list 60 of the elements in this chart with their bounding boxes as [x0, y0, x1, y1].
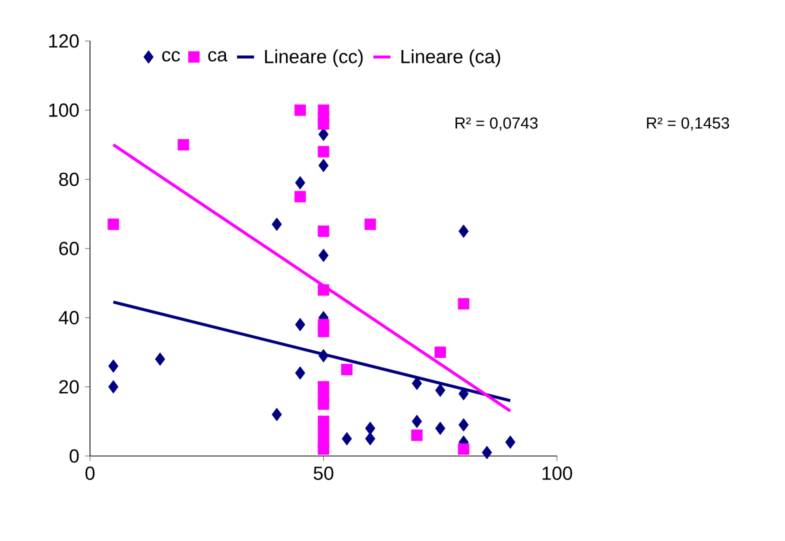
y-tick-label: 60 [59, 242, 79, 256]
point [434, 346, 446, 358]
legend-label: Lineare (cc) [265, 49, 363, 68]
point [412, 376, 422, 390]
point [318, 146, 330, 158]
point [364, 218, 376, 230]
point [458, 387, 469, 400]
point [318, 326, 330, 338]
point [108, 218, 120, 230]
point [294, 104, 306, 116]
point [341, 364, 353, 376]
y-tick-label: 20 [59, 380, 79, 394]
legend-label: ca [208, 51, 228, 62]
point [505, 435, 516, 449]
y-tick-label: 80 [59, 172, 79, 186]
point [435, 422, 446, 436]
point [458, 443, 470, 455]
x-tick-label: 0 [85, 466, 95, 480]
point [458, 224, 469, 238]
point [318, 158, 329, 172]
point [295, 318, 306, 332]
annotation: R² = 0,0743 [456, 117, 538, 131]
point [318, 248, 329, 262]
point [318, 381, 330, 393]
point [365, 432, 376, 446]
point [318, 348, 329, 362]
point [318, 118, 330, 130]
point [295, 176, 306, 190]
point [482, 446, 492, 460]
point [272, 218, 282, 231]
legend-label: Lineare (ca) [402, 49, 500, 68]
point [458, 418, 469, 432]
point [318, 443, 330, 455]
point [458, 298, 470, 310]
point [318, 226, 330, 237]
point [411, 430, 423, 441]
point [342, 432, 352, 446]
y-tick-label: 40 [58, 310, 79, 324]
point [108, 359, 118, 373]
point [318, 416, 330, 428]
point [108, 380, 118, 394]
y-tick-label: 120 [49, 34, 79, 48]
y-tick-label: 0 [70, 449, 79, 463]
point [318, 398, 330, 410]
point [272, 408, 282, 422]
legend-label: cc [162, 51, 180, 62]
x-tick-label: 50 [314, 466, 334, 480]
point [365, 422, 376, 436]
point [178, 139, 190, 150]
point [294, 190, 306, 202]
y-tick-label: 100 [49, 103, 79, 117]
point [318, 426, 330, 438]
point [412, 414, 422, 428]
point [318, 128, 329, 142]
point [154, 352, 166, 366]
point [435, 384, 446, 397]
text: R² = 0,1453 [647, 117, 730, 131]
point [295, 366, 306, 380]
point [318, 284, 330, 296]
x-tick-label: 100 [542, 466, 572, 480]
